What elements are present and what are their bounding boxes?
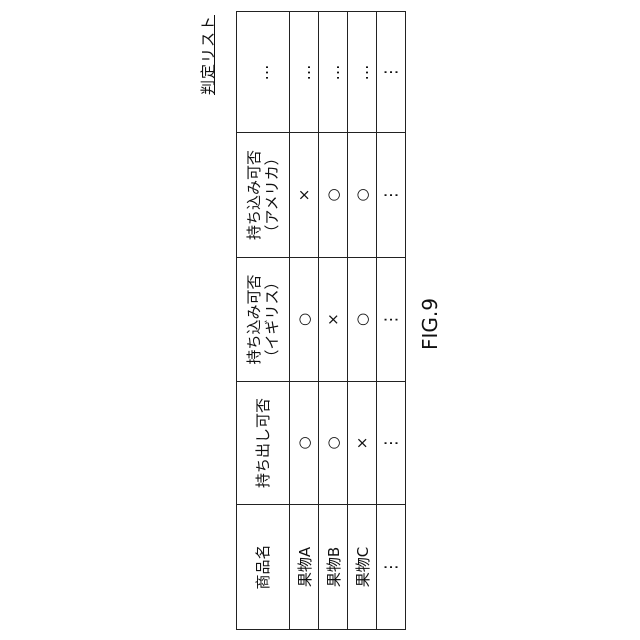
table-cell: ○ <box>348 133 377 258</box>
header-text: … <box>253 64 272 81</box>
table-cell: ○ <box>319 133 348 258</box>
figure-page: 判定リスト 商品名 持ち出し可否 持ち込み可否（イギリス） 持ち込み可否（アメリ… <box>0 0 640 640</box>
table-cell: ⋮ <box>377 382 406 505</box>
list-title: 判定リスト <box>197 15 218 95</box>
header-subtext: （イギリス） <box>263 275 281 365</box>
header-text: 持ち込み可否 <box>245 150 263 240</box>
table-cell: ⋮ <box>377 133 406 258</box>
table-cell: × <box>348 382 377 505</box>
header-subtext: （アメリカ） <box>263 150 281 239</box>
table-cell: ○ <box>290 258 319 382</box>
table-row: 果物C×○○… <box>348 12 377 630</box>
table-cell: ⋮ <box>377 258 406 382</box>
judgement-table: 商品名 持ち出し可否 持ち込み可否（イギリス） 持ち込み可否（アメリカ） … 果… <box>236 11 406 630</box>
cell-product-name: 果物C <box>348 505 377 630</box>
header-import-uk: 持ち込み可否（イギリス） <box>237 258 290 382</box>
table-cell: × <box>319 258 348 382</box>
cell-product-name: 果物B <box>319 505 348 630</box>
table-row: 果物A○○×… <box>290 12 319 630</box>
cell-product-name: ⋮ <box>377 505 406 630</box>
table-cell: … <box>319 12 348 133</box>
header-export: 持ち出し可否 <box>237 382 290 505</box>
header-text: 商品名 <box>254 545 272 590</box>
table-cell: … <box>290 12 319 133</box>
header-import-us: 持ち込み可否（アメリカ） <box>237 133 290 258</box>
table-cell: ○ <box>290 382 319 505</box>
header-row: 商品名 持ち出し可否 持ち込み可否（イギリス） 持ち込み可否（アメリカ） … <box>237 12 290 630</box>
table-cell: ⋮ <box>377 12 406 133</box>
table-cell: ○ <box>319 382 348 505</box>
header-text: 持ち込み可否 <box>245 275 263 365</box>
header-product-name: 商品名 <box>237 505 290 630</box>
table-cell: … <box>348 12 377 133</box>
header-more: … <box>237 12 290 133</box>
figure-label: FIG.9 <box>418 298 442 350</box>
table-row: ⋮⋮⋮⋮⋮ <box>377 12 406 630</box>
header-text: 持ち出し可否 <box>254 398 272 488</box>
table-cell: ○ <box>348 258 377 382</box>
table-cell: × <box>290 133 319 258</box>
table-row: 果物B○×○… <box>319 12 348 630</box>
cell-product-name: 果物A <box>290 505 319 630</box>
